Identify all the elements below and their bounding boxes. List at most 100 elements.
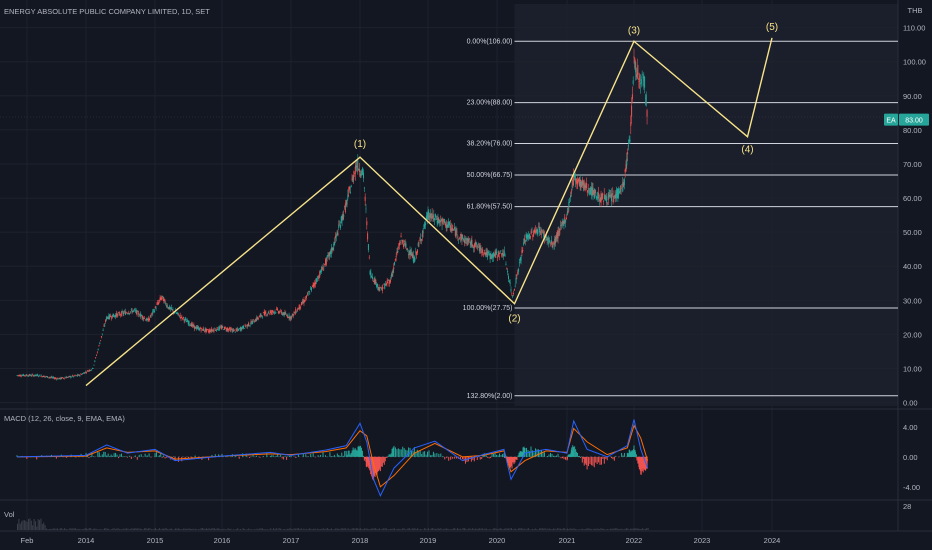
candle-body [376, 283, 378, 288]
candles [16, 48, 648, 381]
candle-body [54, 377, 56, 379]
candle-body [86, 372, 88, 373]
volume-bar [470, 529, 472, 530]
candle-body [185, 318, 187, 320]
candle-body [509, 282, 511, 284]
candle-body [75, 375, 77, 376]
candle-body [141, 315, 143, 318]
volume-bar [625, 528, 627, 530]
volume-bar [515, 528, 517, 530]
volume-bar [537, 529, 539, 530]
candle-body [69, 376, 71, 378]
candle-body [557, 231, 559, 239]
candle-body [179, 315, 181, 317]
volume-bar [205, 528, 207, 530]
candle-body [243, 325, 245, 329]
candle-body [23, 374, 25, 376]
candle-body [103, 325, 105, 327]
signal-line [16, 424, 649, 488]
volume-bar [54, 528, 56, 530]
candle-body [33, 375, 35, 377]
candle-body [64, 377, 66, 379]
candle-body [594, 188, 596, 199]
candle-body [316, 278, 318, 282]
candle-body [213, 329, 215, 332]
candle-body [420, 238, 422, 242]
volume-bar [39, 520, 41, 530]
candle-body [391, 273, 393, 277]
volume-bar [44, 525, 46, 530]
macd-title: MACD (12, 26, close, 9, EMA, EMA) [4, 414, 125, 423]
candle-body [458, 238, 460, 239]
volume-bar [185, 528, 187, 530]
candle-body [562, 221, 564, 224]
volume-bar [544, 528, 546, 530]
candle-body [533, 230, 535, 236]
ticker-badge [884, 113, 898, 126]
wave-line[interactable] [85, 37, 773, 387]
volume-bar [402, 528, 404, 530]
volume-bar [180, 529, 182, 530]
candle-body [388, 280, 390, 281]
candle-body [358, 168, 360, 172]
candle-body [599, 200, 601, 202]
volume-bar [160, 529, 162, 530]
candle-body [110, 317, 112, 319]
candle-body [67, 377, 69, 378]
volume-bar [207, 528, 209, 530]
macd-tick-label: 4.00 [903, 423, 918, 432]
elliott-wave[interactable]: (1) (2) (3) (4) (5) [85, 22, 778, 387]
candle-body [187, 321, 189, 325]
candle-body [246, 324, 248, 326]
candle-body [284, 312, 286, 315]
candle-body [120, 311, 122, 316]
candle-body [215, 329, 217, 331]
volume-bar [278, 528, 280, 530]
volume-bar [592, 529, 594, 530]
candle-body [96, 351, 98, 353]
candle-body [397, 250, 399, 253]
candle-body [126, 312, 128, 314]
volume-bar [235, 528, 237, 530]
candle-body [247, 324, 249, 327]
candle-body [502, 253, 504, 255]
volume-bar [112, 528, 114, 530]
candle-body [617, 189, 619, 198]
candle-body [124, 311, 126, 313]
candle-body [517, 272, 519, 274]
candle-body [389, 280, 391, 284]
volume-bar [116, 528, 118, 530]
volume-bar [479, 528, 481, 530]
candle-body [180, 317, 182, 319]
candle-body [434, 214, 436, 218]
candle-body [480, 247, 482, 250]
volume-bar [80, 529, 82, 530]
candle-body [132, 310, 134, 313]
volume-bar [526, 528, 528, 530]
volume-bar [400, 529, 402, 530]
candle-body [319, 271, 321, 278]
candle-body [507, 270, 509, 273]
candle-body [252, 319, 254, 321]
candle-body [482, 249, 484, 253]
candle-body [33, 375, 35, 377]
volume-bar [624, 528, 626, 530]
fib-retracement[interactable]: 0.00%(106.00) 23.00%(88.00) 38.20%(76.00) 5… [463, 38, 898, 400]
candle-body [417, 243, 419, 246]
candle-body [603, 194, 605, 195]
candle-body [378, 286, 380, 291]
candle-body [188, 321, 190, 325]
volume-bar [81, 529, 83, 530]
candle-body [434, 218, 436, 220]
volume-bar [297, 528, 299, 530]
candle-body [93, 364, 95, 366]
volume-bar [596, 528, 598, 530]
candle-body [310, 288, 312, 290]
candle-body [380, 287, 382, 288]
volume-bar [619, 528, 621, 530]
candle-body [338, 224, 340, 228]
candle-body [144, 319, 146, 321]
volume-bar [635, 528, 637, 530]
volume-bar [466, 529, 468, 530]
